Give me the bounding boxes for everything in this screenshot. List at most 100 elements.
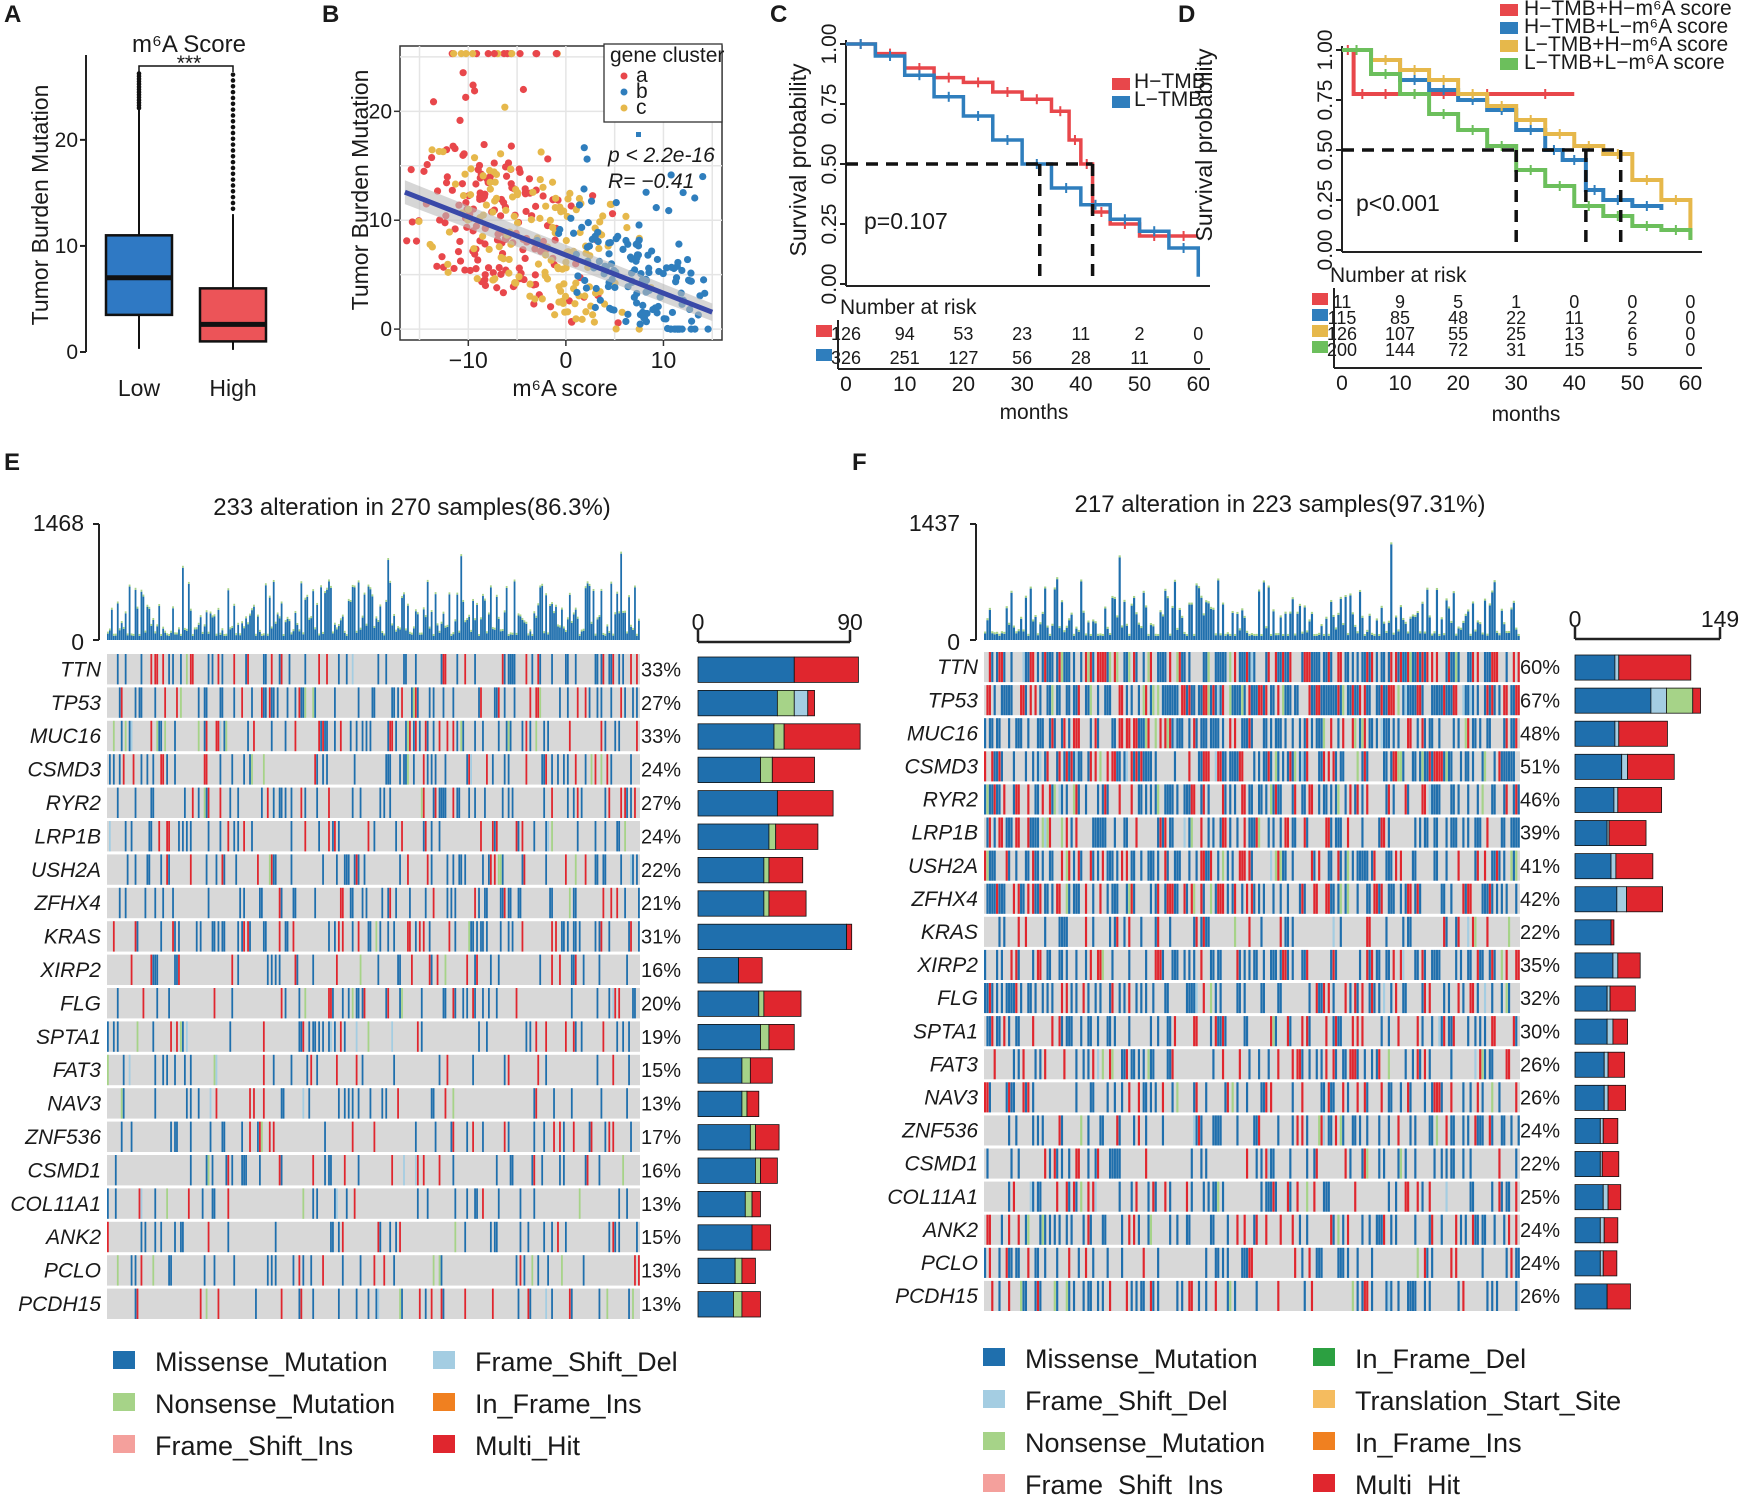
mutation-cell <box>1306 817 1309 848</box>
mutation-cell <box>1265 751 1268 782</box>
mutation-cell <box>1301 652 1304 683</box>
mutation-cell <box>1462 1115 1465 1146</box>
mutation-cell <box>529 1288 532 1319</box>
mutation-cell <box>205 720 208 752</box>
mutation-cell <box>337 1088 340 1119</box>
tmb-bar-cap <box>460 554 463 557</box>
mutation-cell <box>1096 1016 1100 1047</box>
mutation-cell <box>243 887 245 919</box>
mutation-cell <box>1337 652 1340 683</box>
mutation-cell <box>570 1288 573 1319</box>
tmb-bar <box>1395 617 1398 640</box>
mutation-cell <box>1303 784 1306 815</box>
mutation-cell <box>1157 685 1160 716</box>
mutation-cell <box>1065 983 1068 1014</box>
mutation-cell <box>1327 652 1330 683</box>
mutation-cell <box>1344 850 1347 881</box>
x-tick-label: Low <box>118 375 161 401</box>
side-bar-frameshift_del <box>1614 720 1620 747</box>
risk-value: 11 <box>1333 292 1352 312</box>
tmb-bar-cap <box>1491 590 1494 593</box>
mutation-cell <box>1368 983 1371 1014</box>
tmb-bar <box>1330 601 1333 640</box>
mutation-cell <box>1366 916 1369 947</box>
mutation-cell <box>266 787 269 818</box>
mutation-cell <box>316 1188 319 1219</box>
x-tick-label: 50 <box>1621 372 1644 395</box>
mutation-cell <box>1217 850 1220 881</box>
mutation-cell <box>1474 1115 1477 1146</box>
tmb-bar <box>1233 635 1237 640</box>
mutation-cell <box>233 821 236 852</box>
mutation-cell <box>1291 718 1294 749</box>
scatter-point-c <box>505 269 513 277</box>
tmb-bar-cap <box>407 603 409 606</box>
scatter-point-a <box>441 219 449 227</box>
mutation-cell <box>1274 949 1277 980</box>
mutation-cell <box>1322 1181 1326 1212</box>
tmb-bar-cap <box>430 610 433 613</box>
tmb-bar <box>1423 633 1427 640</box>
mutation-cell <box>1176 1214 1179 1245</box>
mutation-cell <box>1092 1082 1095 1113</box>
mutation-cell <box>1121 850 1124 881</box>
mutation-cell <box>203 1255 206 1286</box>
tmb-bar <box>1310 613 1314 640</box>
tmb-bar <box>521 619 524 640</box>
mutation-cell <box>241 687 244 718</box>
side-bar-multi_hit <box>807 690 815 717</box>
mutation-cell <box>1387 1082 1390 1113</box>
side-bar-multi_hit <box>776 790 834 817</box>
legend-label-translation_start: Translation_Start_Site <box>1355 1386 1621 1416</box>
mutation-cell <box>1301 784 1304 815</box>
mutation-cell <box>1058 916 1061 947</box>
mutation-cell <box>314 1021 317 1052</box>
tmb-bar <box>1479 624 1482 640</box>
gene-percent: 25% <box>1520 1187 1560 1209</box>
mutation-cell <box>1135 983 1138 1014</box>
tmb-bar-cap <box>1185 633 1189 636</box>
tmb-bar <box>505 587 508 640</box>
mutation-cell <box>480 687 482 718</box>
mutation-cell <box>1385 784 1388 815</box>
oncoplot-row-bg <box>107 787 640 818</box>
mutation-cell <box>1157 784 1160 815</box>
mutation-cell <box>612 654 615 685</box>
tmb-bar-cap <box>1308 619 1311 622</box>
mutation-cell <box>1500 1181 1503 1212</box>
mutation-cell <box>130 1121 133 1152</box>
mutation-cell <box>1101 850 1104 881</box>
mutation-cell <box>1034 883 1037 914</box>
mutation-cell <box>1327 817 1330 848</box>
mutation-cell <box>112 754 115 785</box>
mutation-cell <box>1286 751 1290 782</box>
mutation-cell <box>377 1288 380 1319</box>
mutation-cell <box>1474 916 1477 947</box>
scatter-point-c <box>501 103 509 111</box>
tmb-bar <box>365 625 368 640</box>
mutation-cell <box>1395 850 1398 881</box>
tmb-bar-cap <box>1123 599 1126 602</box>
mutation-cell <box>1024 916 1028 947</box>
mutation-cell <box>1200 949 1203 980</box>
mutation-cell <box>1279 817 1282 848</box>
mutation-cell <box>630 654 632 685</box>
tmb-bar-cap <box>158 604 161 607</box>
tmb-bar-cap <box>470 629 473 632</box>
mutation-cell <box>1291 916 1294 947</box>
mutation-cell <box>134 1288 137 1319</box>
mutation-cell <box>1327 685 1330 716</box>
mutation-cell <box>213 1188 216 1219</box>
side-bar-multi_hit <box>1618 654 1692 681</box>
mutation-cell <box>420 787 423 818</box>
mutation-cell <box>1356 1247 1359 1278</box>
tmb-bar-cap <box>1053 587 1056 590</box>
panel-d-pvalue: p<0.001 <box>1356 190 1440 216</box>
scatter-point-a <box>479 195 487 203</box>
mutation-cell <box>168 821 170 852</box>
mutation-cell <box>1320 1247 1323 1278</box>
mutation-cell <box>1005 1082 1008 1113</box>
mutation-cell <box>286 687 289 718</box>
mutation-cell <box>1060 718 1064 749</box>
scatter-point-a <box>546 303 555 311</box>
